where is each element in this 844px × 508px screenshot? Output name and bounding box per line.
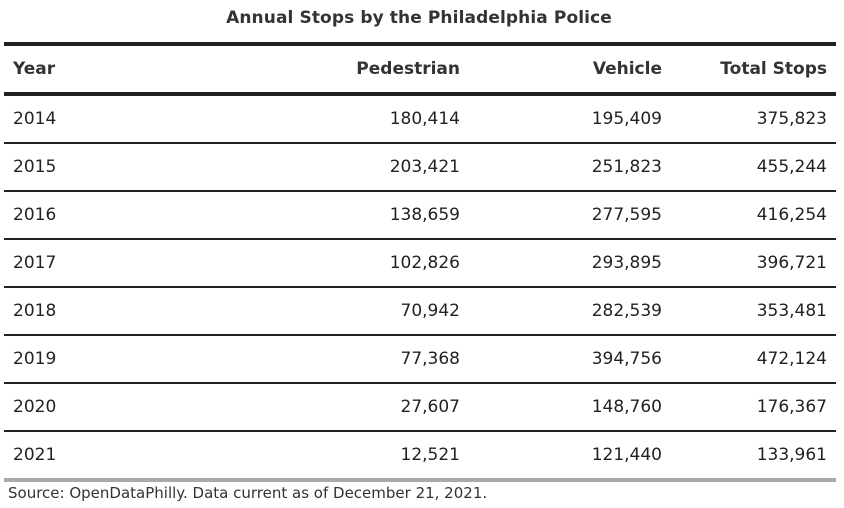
cell-pedestrian: 12,521 — [400, 445, 460, 465]
cell-year: 2018 — [13, 301, 57, 321]
cell-vehicle: 251,823 — [591, 157, 662, 177]
cell-vehicle: 293,895 — [591, 253, 662, 273]
table-row: 2017 102,826 293,895 396,721 — [4, 238, 836, 286]
table-row: 2018 70,942 282,539 353,481 — [4, 286, 836, 334]
cell-pedestrian: 138,659 — [389, 205, 460, 225]
cell-total-stops: 375,823 — [756, 109, 827, 129]
cell-year: 2017 — [13, 253, 57, 273]
cell-vehicle: 282,539 — [591, 301, 662, 321]
column-header-pedestrian: Pedestrian — [356, 59, 460, 79]
cell-total-stops: 176,367 — [756, 397, 827, 417]
cell-pedestrian: 27,607 — [400, 397, 460, 417]
cell-year: 2016 — [13, 205, 57, 225]
cell-pedestrian: 77,368 — [400, 349, 460, 369]
cell-year: 2015 — [13, 157, 57, 177]
table-row: 2020 27,607 148,760 176,367 — [4, 382, 836, 430]
table-row: 2016 138,659 277,595 416,254 — [4, 190, 836, 238]
table-top-rule — [4, 42, 836, 46]
cell-total-stops: 353,481 — [756, 301, 827, 321]
cell-total-stops: 455,244 — [756, 157, 827, 177]
table-header-rule — [4, 92, 836, 96]
cell-year: 2019 — [13, 349, 57, 369]
table-header-row: Year Pedestrian Vehicle Total Stops — [4, 46, 836, 92]
cell-vehicle: 195,409 — [591, 109, 662, 129]
table-row: 2021 12,521 121,440 133,961 — [4, 430, 836, 478]
cell-total-stops: 133,961 — [756, 445, 827, 465]
cell-year: 2021 — [13, 445, 57, 465]
table-row: 2019 77,368 394,756 472,124 — [4, 334, 836, 382]
cell-total-stops: 472,124 — [756, 349, 827, 369]
stops-table: Year Pedestrian Vehicle Total Stops 2014… — [4, 42, 836, 482]
cell-pedestrian: 102,826 — [389, 253, 460, 273]
cell-pedestrian: 203,421 — [389, 157, 460, 177]
cell-pedestrian: 180,414 — [389, 109, 460, 129]
column-header-vehicle: Vehicle — [592, 59, 662, 79]
source-note: Source: OpenDataPhilly. Data current as … — [8, 484, 488, 502]
cell-total-stops: 396,721 — [756, 253, 827, 273]
cell-pedestrian: 70,942 — [400, 301, 460, 321]
column-header-total-stops: Total Stops — [720, 59, 827, 79]
cell-total-stops: 416,254 — [756, 205, 827, 225]
table-body: 2014 180,414 195,409 375,823 2015 203,421 251,… — [4, 96, 836, 478]
cell-year: 2014 — [13, 109, 57, 129]
table-row: 2015 203,421 251,823 455,244 — [4, 142, 836, 190]
table-title: Annual Stops by the Philadelphia Police — [226, 8, 612, 28]
table-bottom-rule — [4, 478, 836, 482]
cell-year: 2020 — [13, 397, 57, 417]
cell-vehicle: 121,440 — [591, 445, 662, 465]
cell-vehicle: 277,595 — [591, 205, 662, 225]
table-row: 2014 180,414 195,409 375,823 — [4, 96, 836, 142]
cell-vehicle: 394,756 — [591, 349, 662, 369]
cell-vehicle: 148,760 — [591, 397, 662, 417]
column-header-year: Year — [13, 59, 56, 79]
